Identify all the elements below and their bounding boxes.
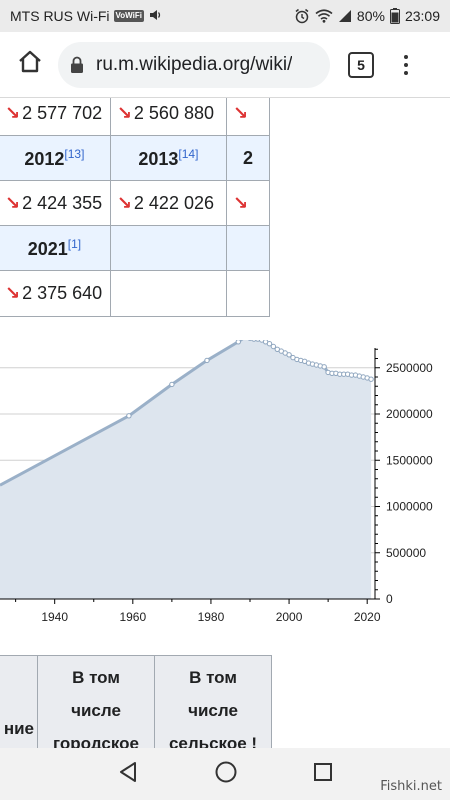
year-row: 2021[1] [0, 225, 271, 271]
x-tick-label: 1980 [198, 610, 225, 624]
data-point [126, 413, 132, 419]
watermark: Fishki.net [380, 779, 442, 794]
decrease-arrow-icon: ↘ [5, 283, 21, 303]
data-point [204, 357, 210, 364]
data-point [251, 340, 257, 342]
year-row: 2012[13] 2013[14] 2 [0, 135, 271, 181]
reference-link[interactable]: [1] [67, 236, 82, 251]
table-cell: ↘ 2 560 880 [109, 98, 227, 136]
tab-switcher-button[interactable]: 5 [348, 51, 374, 78]
value-row: ↘ 2 577 702 ↘ 2 560 880 ↘ [0, 98, 271, 136]
decrease-arrow-icon: ↘ [116, 192, 132, 213]
table-cell [109, 225, 227, 271]
table-cell: 2012[13] [0, 135, 111, 181]
vowifi-badge: VoWiFi [113, 10, 144, 22]
data-point [368, 376, 374, 382]
table-cell: ↘ [225, 98, 271, 136]
x-tick-label: 2020 [354, 610, 381, 624]
decrease-arrow-icon: ↘ [232, 192, 249, 213]
population-value: 2 577 702 [22, 102, 103, 123]
carrier-label: MTS RUS Wi-Fi [10, 8, 110, 24]
home-circle-icon[interactable] [214, 760, 238, 789]
value-row: ↘ 2 424 355 ↘ 2 422 026 ↘ [0, 180, 271, 226]
y-tick-label: 0 [386, 592, 393, 606]
year-label: 2013 [138, 148, 179, 169]
table-cell [225, 270, 271, 317]
home-button[interactable] [10, 45, 50, 85]
data-point [259, 340, 265, 343]
year-label: 2012 [24, 148, 65, 169]
population-chart: 0 500000 1000000 1500000 2000000 2500000 1940 1… [0, 340, 433, 624]
table-cell: 2013[14] [109, 135, 227, 181]
y-tick-label: 2000000 [386, 407, 433, 421]
browser-toolbar: ru.m.wikipedia.org/wiki/ 5 [0, 32, 450, 98]
table-cell: ↘ 2 577 702 [0, 98, 111, 136]
wifi-icon [315, 9, 333, 23]
y-tick-label: 1500000 [386, 453, 433, 467]
year-label: 2 [242, 147, 253, 168]
x-tick-label: 1960 [119, 610, 146, 624]
year-label: 2021 [27, 238, 68, 259]
y-tick-label: 500000 [386, 546, 426, 560]
breakdown-table: ние В том числе городское В том числе се… [0, 655, 272, 748]
clock: 23:09 [404, 8, 440, 24]
y-tick-label: 2500000 [386, 361, 433, 375]
value-row: ↘ 2 375 640 [0, 270, 271, 317]
data-point [266, 341, 273, 347]
status-bar: MTS RUS Wi-Fi VoWiFi 80% 23:09 [0, 0, 450, 32]
table-cell [109, 270, 227, 317]
data-point [255, 340, 261, 342]
population-value: 2 424 355 [22, 192, 103, 213]
lock-icon [70, 56, 90, 74]
battery-percent: 80% [356, 8, 385, 24]
volume-icon [148, 8, 162, 25]
y-tick-label: 1000000 [386, 500, 433, 514]
population-value: 2 375 640 [22, 283, 103, 303]
address-bar[interactable]: ru.m.wikipedia.org/wiki/ [58, 41, 330, 88]
table-cell: ↘ 2 422 026 [109, 180, 227, 226]
back-icon[interactable] [117, 761, 139, 788]
table-cell [225, 225, 271, 271]
decrease-arrow-icon: ↘ [5, 192, 21, 213]
population-table: ↘ 2 577 702 ↘ 2 560 880 ↘ 2012[13] 2013[14] 2 ↘ 2… [0, 98, 272, 318]
table-cell: 2021[1] [0, 225, 111, 271]
menu-button[interactable] [396, 50, 416, 80]
x-tick-label: 1940 [41, 610, 68, 624]
x-tick-label: 2000 [276, 610, 303, 624]
battery-icon [389, 8, 400, 24]
population-value: 2 560 880 [133, 102, 214, 123]
navigation-bar [0, 748, 450, 800]
data-point [235, 340, 241, 345]
data-point [270, 343, 277, 350]
table-cell: ↘ 2 375 640 [0, 270, 111, 317]
header-urban: В том числе городское [37, 655, 155, 748]
data-point [286, 352, 292, 358]
signal-icon [338, 9, 352, 23]
decrease-arrow-icon: ↘ [232, 102, 249, 123]
reference-link[interactable]: [13] [64, 146, 85, 161]
reference-link[interactable]: [14] [178, 146, 199, 161]
menu-icon [404, 54, 408, 59]
recents-icon[interactable] [313, 762, 333, 787]
data-point [169, 381, 175, 388]
header-rural: В том числе сельское ! [154, 655, 272, 748]
alarm-icon [294, 8, 310, 24]
home-icon [17, 49, 43, 80]
data-point [321, 364, 327, 370]
series-area [0, 340, 372, 599]
table-cell: 2 [225, 135, 271, 181]
decrease-arrow-icon: ↘ [5, 102, 21, 123]
header-total: ние [0, 655, 38, 748]
url-text: ru.m.wikipedia.org/wiki/ [96, 53, 293, 75]
decrease-arrow-icon: ↘ [116, 102, 132, 123]
table-cell: ↘ 2 424 355 [0, 180, 111, 226]
population-value: 2 422 026 [133, 192, 214, 213]
table-cell: ↘ [225, 180, 271, 226]
